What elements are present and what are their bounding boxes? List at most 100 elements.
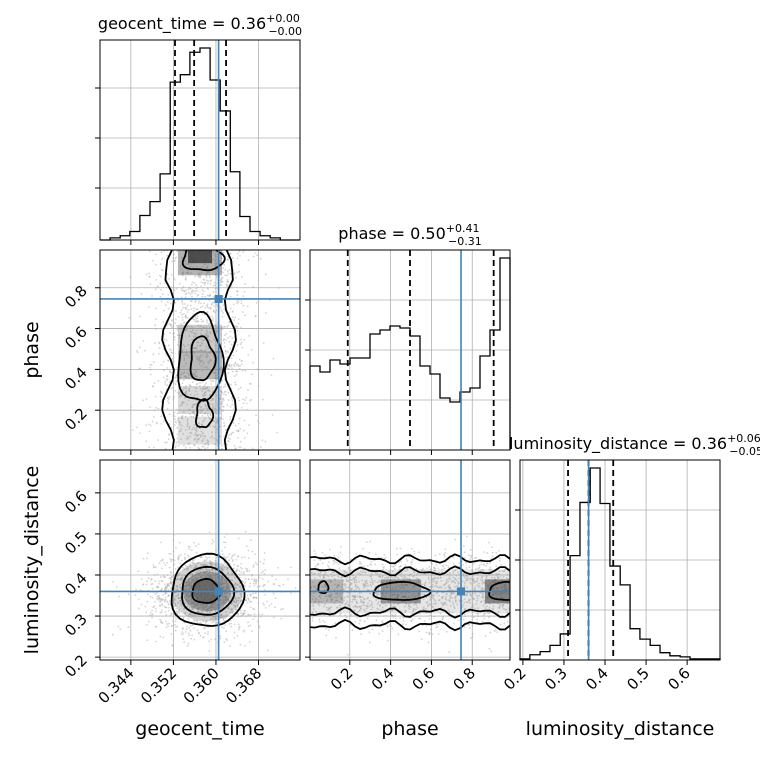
- sample-point: [425, 631, 428, 634]
- sample-point: [247, 625, 250, 628]
- sample-point: [243, 290, 246, 293]
- sample-point: [447, 609, 450, 612]
- sample-point: [356, 611, 359, 614]
- sample-point: [267, 580, 270, 583]
- sample-point: [238, 358, 241, 361]
- sample-point: [146, 580, 148, 583]
- sample-point: [186, 565, 189, 568]
- sample-point: [214, 563, 217, 566]
- sample-point: [190, 415, 193, 418]
- sample-point: [438, 553, 441, 556]
- sample-point: [161, 392, 164, 395]
- sample-point: [152, 564, 155, 567]
- sample-point: [173, 563, 176, 566]
- sample-point: [259, 585, 261, 588]
- sample-point: [242, 429, 245, 432]
- sample-point: [468, 566, 471, 568]
- sample-point: [178, 541, 181, 544]
- sample-point: [203, 295, 206, 298]
- sample-point: [221, 276, 224, 279]
- sample-point: [339, 592, 342, 595]
- sample-point: [163, 583, 166, 586]
- sample-point: [173, 415, 176, 418]
- sample-point: [187, 583, 190, 586]
- sample-point: [176, 426, 179, 429]
- sample-point: [205, 606, 207, 609]
- sample-point: [363, 601, 366, 604]
- sample-point: [312, 595, 315, 598]
- sample-point: [196, 349, 199, 352]
- sample-point: [187, 578, 190, 580]
- y-axis-label-phase: phase: [21, 321, 43, 378]
- sample-point: [242, 398, 244, 401]
- sample-point: [480, 563, 483, 566]
- sample-point: [347, 566, 350, 569]
- sample-point: [208, 640, 211, 643]
- sample-point: [394, 613, 397, 616]
- sample-point: [252, 582, 255, 585]
- sample-point: [254, 252, 257, 255]
- sample-point: [180, 577, 183, 580]
- sample-point: [256, 620, 259, 623]
- sample-point: [214, 572, 217, 574]
- sample-point: [185, 308, 188, 311]
- sample-point: [238, 417, 241, 420]
- x-tick-label: 0.352: [137, 664, 180, 707]
- sample-point: [445, 630, 448, 633]
- sample-point: [384, 576, 386, 579]
- sample-point: [206, 331, 209, 334]
- sample-point: [458, 562, 461, 564]
- sample-point: [168, 622, 170, 625]
- sample-point: [227, 336, 230, 339]
- sample-point: [203, 302, 206, 305]
- sample-point: [171, 357, 174, 360]
- sample-point: [192, 607, 194, 610]
- sample-point: [486, 552, 489, 554]
- sample-point: [333, 559, 335, 562]
- sample-point: [165, 378, 168, 380]
- sample-point: [335, 593, 338, 595]
- sample-point: [448, 651, 451, 654]
- sample-point: [222, 541, 225, 544]
- sample-point: [223, 393, 225, 395]
- sample-point: [270, 603, 273, 605]
- sample-point: [208, 390, 211, 393]
- sample-point: [178, 430, 181, 433]
- sample-point: [203, 606, 205, 608]
- sample-point: [185, 306, 187, 309]
- sample-point: [193, 433, 196, 436]
- sample-point: [203, 412, 206, 415]
- sample-point: [434, 577, 437, 579]
- sample-point: [186, 353, 189, 356]
- sample-point: [188, 387, 191, 390]
- sample-point: [354, 558, 357, 561]
- sample-point: [167, 359, 169, 362]
- sample-point: [482, 614, 485, 617]
- sample-point: [274, 597, 277, 600]
- sample-point: [220, 370, 223, 373]
- sample-point: [195, 370, 198, 373]
- sample-point: [180, 372, 183, 375]
- sample-point: [222, 312, 224, 314]
- sample-point: [182, 372, 185, 375]
- sample-point: [229, 272, 232, 275]
- sample-point: [422, 598, 425, 601]
- sample-point: [186, 326, 189, 329]
- sample-point: [211, 538, 214, 541]
- sample-point: [450, 593, 453, 596]
- sample-point: [219, 306, 222, 309]
- sample-point: [261, 578, 264, 580]
- sample-point: [396, 553, 399, 556]
- sample-point: [219, 350, 221, 353]
- sample-point: [483, 599, 486, 602]
- sample-point: [379, 605, 381, 607]
- sample-point: [261, 439, 264, 442]
- sample-point: [169, 614, 172, 617]
- sample-point: [142, 340, 145, 342]
- sample-point: [423, 583, 426, 585]
- sample-point: [155, 607, 157, 610]
- sample-point: [214, 617, 217, 620]
- sample-point: [142, 557, 145, 560]
- sample-point: [170, 371, 172, 374]
- sample-point: [352, 598, 355, 601]
